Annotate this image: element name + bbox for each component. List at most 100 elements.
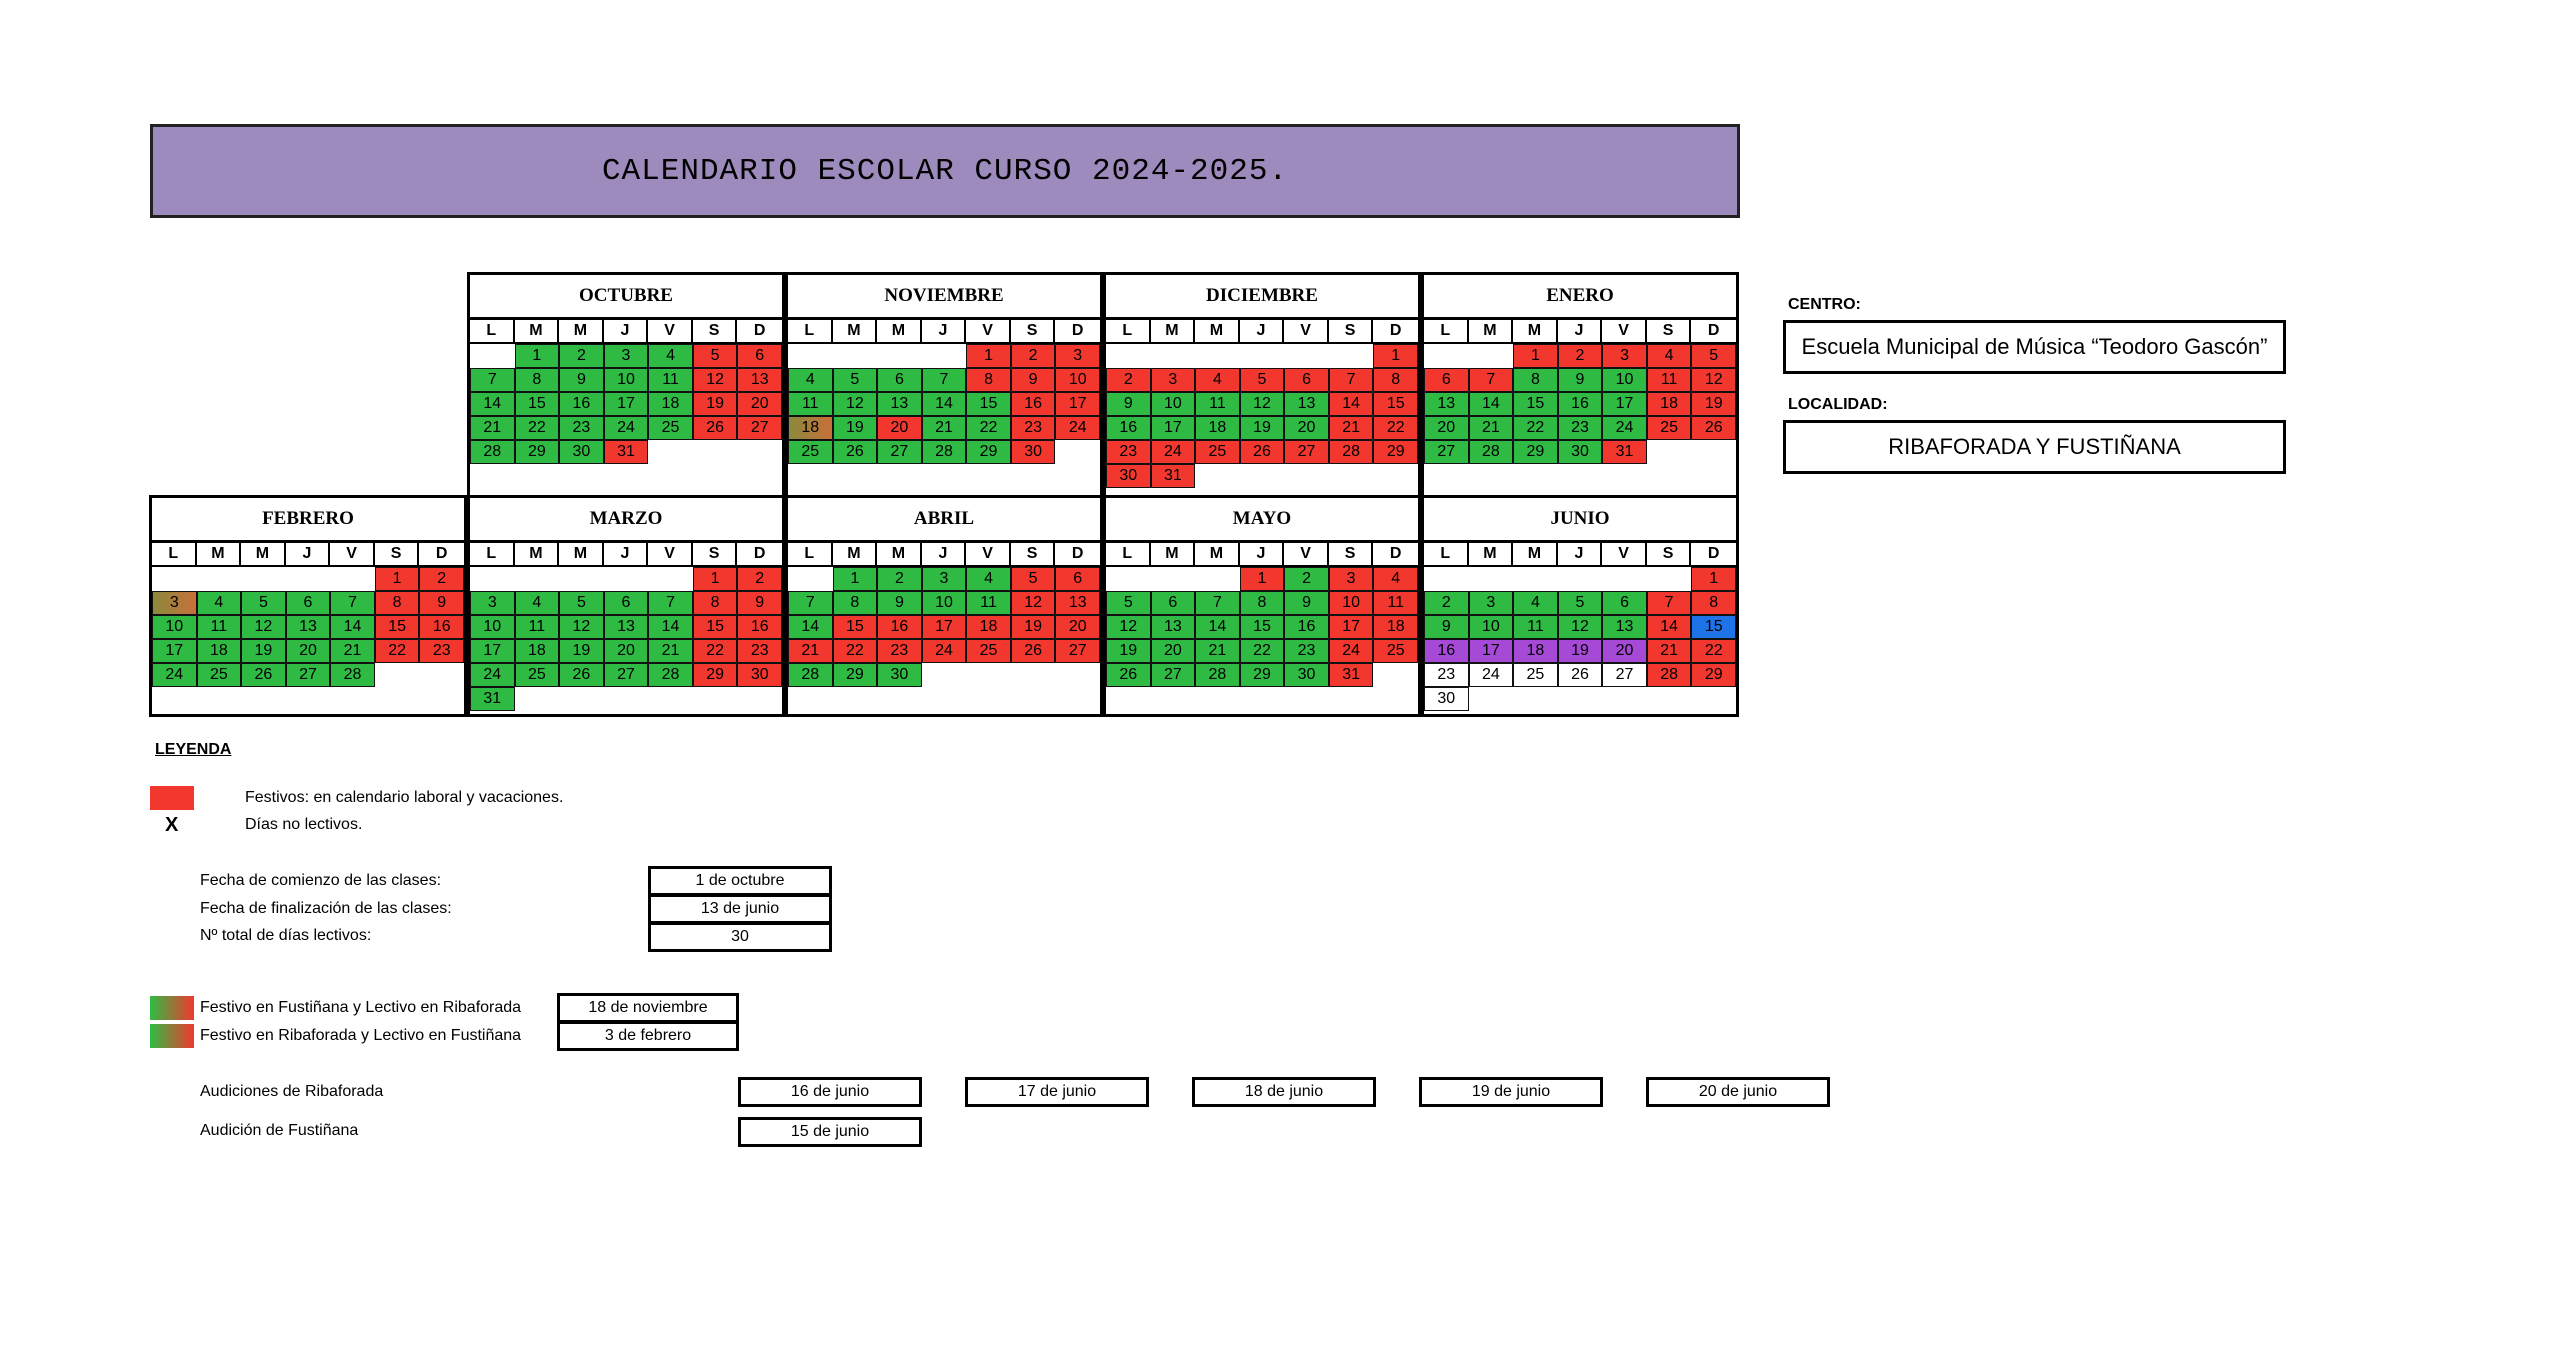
day-cell: 20 — [1602, 639, 1647, 663]
day-cell: 30 — [737, 663, 782, 687]
weekday-header: S — [374, 543, 420, 567]
day-cell: 15 — [692, 615, 738, 639]
day-cell: 4 — [648, 344, 693, 368]
day-cell: 1 — [514, 344, 560, 368]
day-cell: 31 — [1328, 663, 1374, 687]
day-cell: 20 — [1150, 639, 1196, 663]
day-cell: 29 — [514, 440, 560, 464]
weekday-header: J — [603, 320, 649, 344]
day-cell: 22 — [374, 639, 420, 663]
day-cell: 17 — [1328, 615, 1374, 639]
weekday-header: M — [196, 543, 242, 567]
weekday-header: D — [1691, 320, 1736, 344]
month-grid: L M M J V S D 1 2 3 4 5 6 7 8 9 10 11 12 13 14 15 16 17 18 19 20 21… — [1424, 543, 1736, 711]
fin-value: 13 de junio — [648, 894, 832, 924]
day-cell: 20 — [603, 639, 649, 663]
no-lectivos-text: Días no lectivos. — [245, 816, 363, 833]
month-name: OCTUBRE — [470, 275, 782, 320]
weekday-header: L — [1106, 320, 1151, 344]
day-cell: 6 — [1284, 368, 1329, 392]
day-cell: 29 — [692, 663, 738, 687]
day-cell: 1 — [1513, 344, 1558, 368]
weekday-header: S — [1646, 543, 1692, 567]
inicio-label: Fecha de comienzo de las clases: — [200, 872, 442, 889]
total-value: 30 — [648, 922, 832, 952]
month-diciembre: DICIEMBRE L M M J V S D 1 2 3 4 5 6 7 8 9 10 11 12 13 14 15 16 1… — [1103, 272, 1421, 500]
month-name: DICIEMBRE — [1106, 275, 1418, 320]
weekday-header: S — [1328, 543, 1374, 567]
day-cell: 24 — [1328, 639, 1374, 663]
day-cell: 13 — [1284, 392, 1329, 416]
weekday-header: S — [692, 543, 738, 567]
weekday-header: M — [514, 320, 560, 344]
day-cell: 1 — [374, 567, 420, 591]
empty-cell — [1329, 344, 1374, 368]
day-cell: 18 — [1373, 615, 1418, 639]
day-cell: 30 — [1106, 464, 1151, 488]
audicion-ribaforada-2: 17 de junio — [965, 1077, 1149, 1107]
day-cell: 28 — [921, 440, 967, 464]
day-cell: 27 — [285, 663, 331, 687]
weekday-header: V — [966, 543, 1011, 567]
empty-cell — [604, 567, 649, 591]
weekday-header: D — [1373, 543, 1418, 567]
day-cell: 18 — [1513, 639, 1558, 663]
day-cell: 29 — [1691, 663, 1736, 687]
month-abril: ABRIL L M M J V S D 1 2 3 4 5 6 7 8 9 10 11 12 13 14 15 16 17 18 1… — [785, 495, 1103, 717]
day-cell: 4 — [1513, 591, 1558, 615]
empty-cell — [1469, 567, 1514, 591]
day-cell: 19 — [1691, 392, 1736, 416]
day-cell: 11 — [1646, 368, 1692, 392]
day-cell: 25 — [1373, 639, 1418, 663]
festivo-swatch — [150, 786, 194, 810]
day-cell: 10 — [921, 591, 967, 615]
empty-cell — [1106, 567, 1151, 591]
day-cell: 13 — [877, 392, 922, 416]
day-cell: 22 — [1513, 416, 1558, 440]
empty-cell — [1469, 344, 1514, 368]
empty-cell — [1195, 567, 1240, 591]
day-cell: 12 — [1691, 368, 1736, 392]
day-cell: 25 — [1513, 663, 1558, 687]
weekday-header: L — [1424, 543, 1469, 567]
audicion-fustinana-value: 15 de junio — [738, 1117, 922, 1147]
day-cell: 19 — [241, 639, 286, 663]
day-cell: 10 — [603, 368, 649, 392]
empty-cell — [241, 567, 286, 591]
day-cell: 17 — [1602, 392, 1647, 416]
day-cell: 9 — [1424, 615, 1469, 639]
weekday-header: V — [648, 543, 693, 567]
day-cell: 15 — [966, 392, 1011, 416]
day-cell: 23 — [737, 639, 782, 663]
weekday-header: M — [832, 543, 878, 567]
day-cell: 20 — [1055, 615, 1100, 639]
weekday-header: M — [559, 320, 604, 344]
day-cell: 31 — [603, 440, 649, 464]
day-cell: 8 — [1373, 368, 1418, 392]
festivos-text: Festivos: en calendario laboral y vacaci… — [245, 789, 564, 806]
empty-cell — [1558, 567, 1603, 591]
day-cell: 1 — [1239, 567, 1285, 591]
day-cell: 22 — [1239, 639, 1285, 663]
day-cell: 28 — [470, 440, 515, 464]
day-cell: 23 — [1284, 639, 1329, 663]
day-cell: 9 — [1106, 392, 1151, 416]
day-cell: 28 — [1195, 663, 1240, 687]
day-cell: 4 — [514, 591, 560, 615]
weekday-header: J — [1557, 320, 1603, 344]
day-cell: 15 — [374, 615, 420, 639]
audicion-ribaforada-4: 19 de junio — [1419, 1077, 1603, 1107]
empty-cell — [1106, 344, 1151, 368]
weekday-header: M — [1195, 320, 1240, 344]
day-cell: 3 — [1468, 591, 1514, 615]
empty-cell — [922, 344, 967, 368]
day-cell: 17 — [1150, 416, 1196, 440]
weekday-header: M — [1513, 320, 1558, 344]
day-cell: 28 — [330, 663, 375, 687]
empty-cell — [788, 567, 833, 591]
day-cell: 28 — [1646, 663, 1692, 687]
weekday-header: J — [921, 320, 967, 344]
weekday-header: D — [1055, 320, 1100, 344]
day-cell: 7 — [330, 591, 375, 615]
leyenda-title: LEYENDA — [155, 741, 232, 758]
